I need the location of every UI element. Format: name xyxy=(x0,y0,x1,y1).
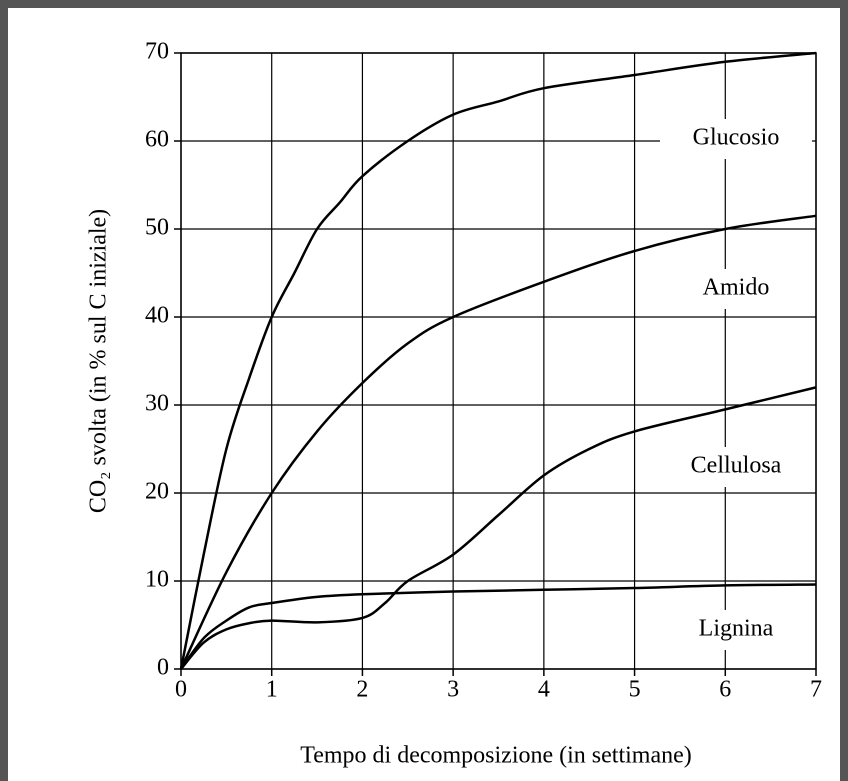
series-label: Amido xyxy=(703,275,770,301)
line xyxy=(179,214,817,670)
plot-border xyxy=(180,52,817,670)
x-tick-label: 1 xyxy=(266,677,278,703)
x-tick-label: 0 xyxy=(175,677,187,703)
x-tick-label: 4 xyxy=(538,677,550,703)
y-tick-label: 50 xyxy=(145,215,169,241)
y-tick-label: 10 xyxy=(145,567,169,593)
x-tick-label: 6 xyxy=(719,677,731,703)
series-label: Lignina xyxy=(699,616,774,642)
label-box xyxy=(660,119,812,159)
x-tick-label: 2 xyxy=(356,677,368,703)
line xyxy=(179,51,817,670)
x-tick-label: 7 xyxy=(810,677,822,703)
y-tick-label: 60 xyxy=(145,127,169,153)
label-box xyxy=(660,269,812,309)
x-tick-label: 3 xyxy=(447,677,459,703)
y-axis-label: CO₂ svolta (in % sul C iniziale) xyxy=(86,209,112,513)
series-label: Cellulosa xyxy=(691,453,782,479)
y-tick-label: 40 xyxy=(145,303,169,329)
y-tick-label: 70 xyxy=(145,39,169,65)
x-axis-label: Tempo di decomposizione (in settimane) xyxy=(300,743,692,769)
y-tick-label: 20 xyxy=(145,479,169,505)
y-tick-label: 30 xyxy=(145,391,169,417)
x-tick-label: 5 xyxy=(629,677,641,703)
y-tick-label: 0 xyxy=(157,655,169,681)
series-label: Glucosio xyxy=(693,125,780,151)
label-box xyxy=(660,447,812,487)
line xyxy=(179,583,817,670)
line xyxy=(180,386,817,670)
label-box xyxy=(660,610,812,650)
